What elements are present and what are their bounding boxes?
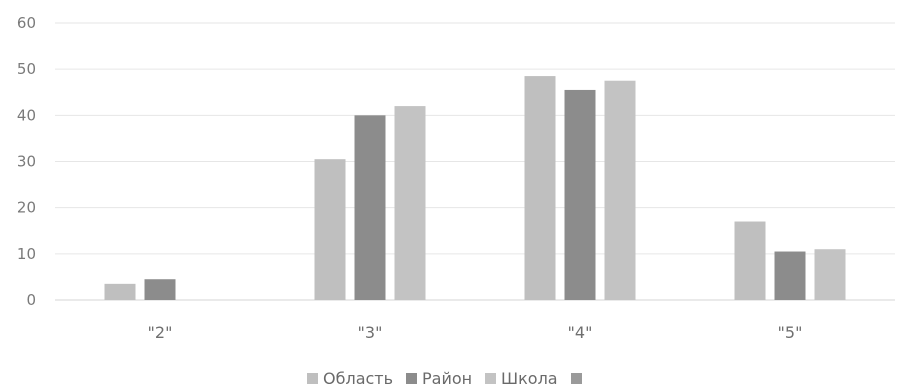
y-tick-label: 10 [17, 245, 36, 263]
bar-oblast [314, 159, 346, 300]
legend-swatch [571, 373, 582, 384]
y-tick-label: 60 [17, 14, 36, 32]
bar-shkola [814, 249, 846, 300]
bar-raion [144, 279, 176, 300]
bar-raion [564, 89, 596, 300]
x-tick-label: "2" [148, 323, 173, 342]
y-tick-label: 0 [26, 291, 36, 309]
legend-swatch [307, 373, 318, 384]
legend-swatch [485, 373, 496, 384]
legend-swatch [406, 373, 417, 384]
bar-raion [774, 251, 806, 300]
y-tick-label: 40 [17, 106, 36, 124]
bar-oblast [104, 283, 136, 300]
x-tick-label: "5" [778, 323, 803, 342]
legend-label: Школа [501, 369, 558, 388]
bar-raion [354, 115, 386, 300]
x-tick-label: "3" [358, 323, 383, 342]
legend-label: Район [422, 369, 472, 388]
y-tick-label: 30 [17, 153, 36, 171]
bar-shkola [604, 80, 636, 300]
y-tick-label: 50 [17, 60, 36, 78]
bar-oblast [524, 76, 556, 300]
legend-label: Область [323, 369, 393, 388]
x-tick-label: "4" [568, 323, 593, 342]
y-tick-label: 20 [17, 199, 36, 217]
bar-oblast [734, 221, 766, 300]
bar-shkola [394, 106, 426, 300]
